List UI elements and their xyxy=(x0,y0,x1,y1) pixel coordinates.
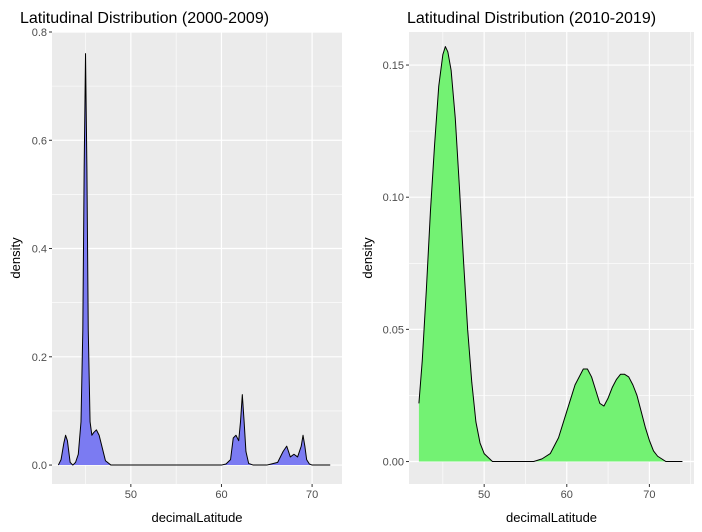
x-tick-label: 70 xyxy=(306,489,318,501)
x-axis-label: decimalLatitude xyxy=(506,510,597,525)
y-axis-label: density xyxy=(8,237,23,279)
plot-background xyxy=(52,32,342,484)
x-tick-label: 50 xyxy=(478,489,490,501)
density-line-1 xyxy=(418,46,683,463)
chart-title: Latitudinal Distribution (2010-2019) xyxy=(407,10,656,27)
y-tick-label: 0.00 xyxy=(383,457,404,469)
y-tick-label: 0.6 xyxy=(32,135,47,147)
x-tick-label: 60 xyxy=(215,489,227,501)
y-tick-label: 0.4 xyxy=(32,244,47,256)
x-tick-label: 70 xyxy=(643,489,655,501)
y-tick-label: 0.0 xyxy=(32,460,47,472)
x-tick-label: 60 xyxy=(561,489,573,501)
y-tick-label: 0.2 xyxy=(32,352,47,364)
y-tick-label: 0.10 xyxy=(383,192,404,204)
density-line-1 xyxy=(57,53,331,466)
chart-panel-2: 50 60 70 0.00 0.05 0.10 0.15 Latitudinal Distri… xyxy=(360,10,694,525)
density-area-1 xyxy=(418,46,683,462)
y-axis-label: density xyxy=(360,237,375,279)
y-tick-label: 0.05 xyxy=(383,324,404,336)
x-tick-label: 50 xyxy=(125,489,137,501)
y-tick-label: 0.15 xyxy=(383,60,404,72)
y-tick-label: 0.8 xyxy=(32,27,47,39)
chart-title: Latitudinal Distribution (2000-2009) xyxy=(20,10,269,27)
x-axis-label: decimalLatitude xyxy=(151,510,242,525)
